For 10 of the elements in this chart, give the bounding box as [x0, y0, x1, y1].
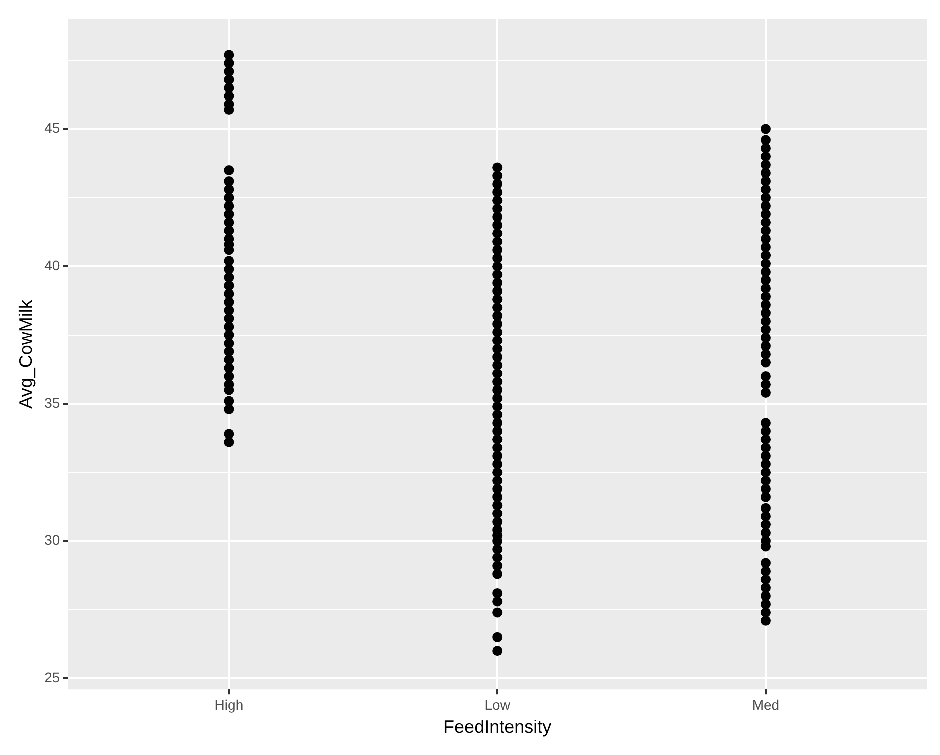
x-axis-title: FeedIntensity — [444, 717, 552, 738]
x-tick-label: Med — [752, 696, 780, 713]
y-tick-label: 45 — [44, 120, 60, 136]
y-tick-label: 25 — [44, 669, 60, 686]
x-tick-label: Low — [484, 696, 512, 713]
x-tick-label: High — [214, 696, 244, 713]
y-tick-label: 30 — [44, 532, 60, 548]
y-axis-title: Avg_CowMilk — [16, 299, 36, 409]
y-tick-label: 40 — [44, 257, 60, 274]
y-tick-label: 35 — [44, 394, 60, 411]
